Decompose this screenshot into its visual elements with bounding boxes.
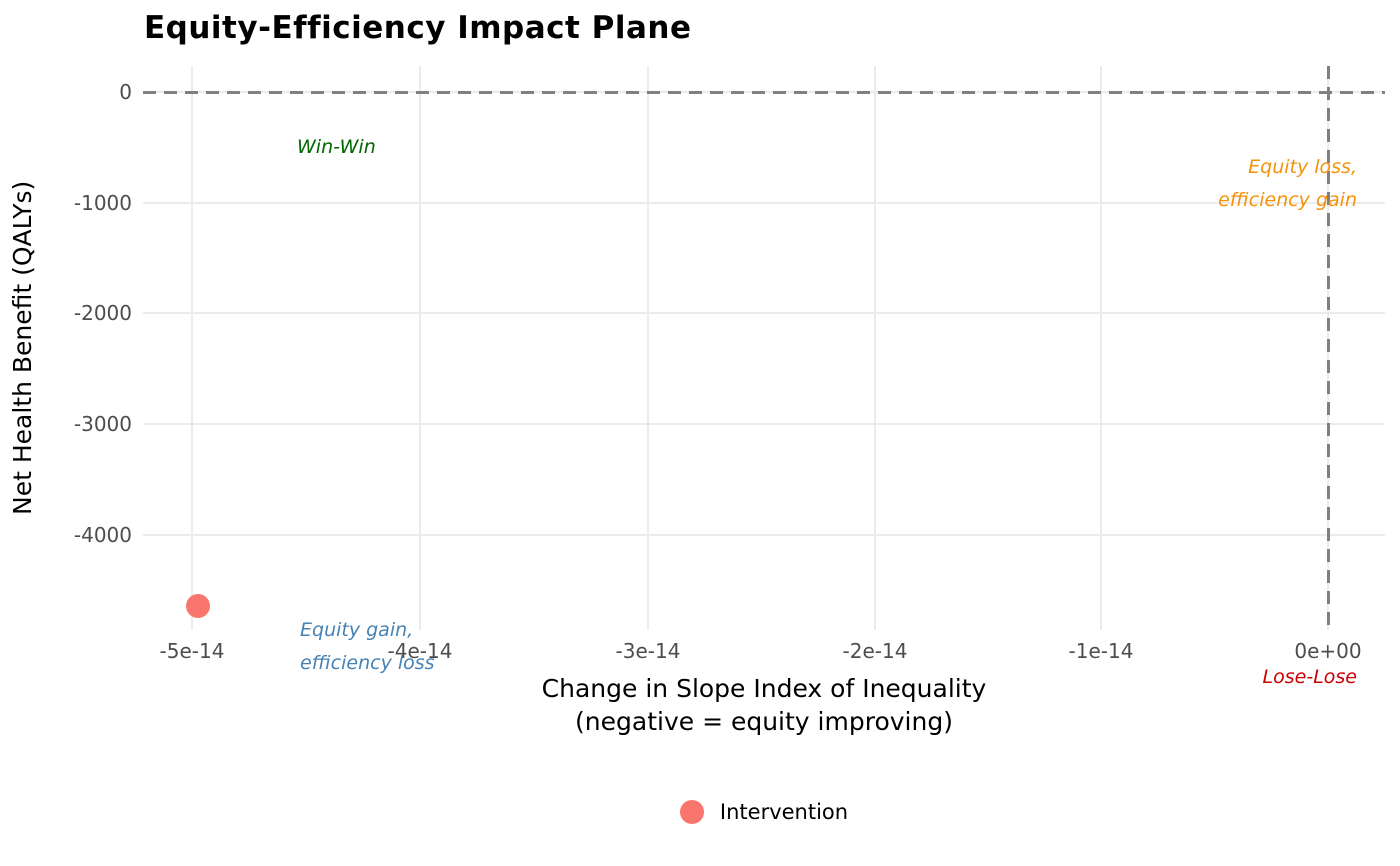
gridline-horizontal [143,423,1385,425]
quadrant-label-line: efficiency loss [300,652,435,674]
y-tick-label: -2000 [73,301,132,325]
legend-marker-circle-icon [679,800,704,824]
x-axis-title-line2: (negative = equity improving) [575,707,953,736]
quadrant-label-line: Equity gain, [300,619,414,641]
x-tick-label: -1e-14 [1068,639,1134,663]
quadrant-label-equity-gain-efficiency-loss: Equity gain, efficiency loss [300,614,435,680]
gridline-vertical [647,66,649,630]
quadrant-label-line: Equity loss, [1248,156,1357,178]
x-tick-label: -2e-14 [842,639,908,663]
quadrant-label-win-win: Win-Win [297,136,376,158]
y-axis-title: Net Health Benefit (QALYs) [8,180,37,516]
x-axis-title: Change in Slope Index of Inequality (neg… [143,672,1385,738]
y-tick-label: -1000 [73,191,132,215]
y-tick-label: 0 [119,80,132,104]
gridline-vertical [419,66,421,630]
legend-label-intervention: Intervention [719,800,849,824]
plot-panel: Win-Win Equity loss, efficiency gain Equ… [143,66,1385,688]
gridline-vertical [874,66,876,630]
gridline-vertical [191,66,193,630]
gridline-horizontal [143,534,1385,536]
gridline-horizontal [143,312,1385,314]
data-point-intervention [186,594,210,618]
zero-line-vertical [1327,66,1330,630]
quadrant-label-equity-loss-efficiency-gain: Equity loss, efficiency gain [1218,151,1357,217]
x-tick-label: -5e-14 [159,639,225,663]
gridline-vertical [1100,66,1102,630]
x-tick-label: -4e-14 [387,639,453,663]
x-tick-label: -3e-14 [615,639,681,663]
quadrant-label-line: efficiency gain [1218,189,1357,211]
quadrant-label-lose-lose: Lose-Lose [1262,666,1357,688]
chart-title: Equity-Efficiency Impact Plane [144,10,692,46]
x-axis-title-line1: Change in Slope Index of Inequality [541,674,987,703]
y-tick-label: -4000 [73,523,132,547]
gridline-horizontal [143,202,1385,204]
zero-line-horizontal [143,91,1385,94]
x-tick-label: 0e+00 [1294,639,1362,663]
legend: Intervention [143,796,1385,828]
y-tick-label: -3000 [73,412,132,436]
